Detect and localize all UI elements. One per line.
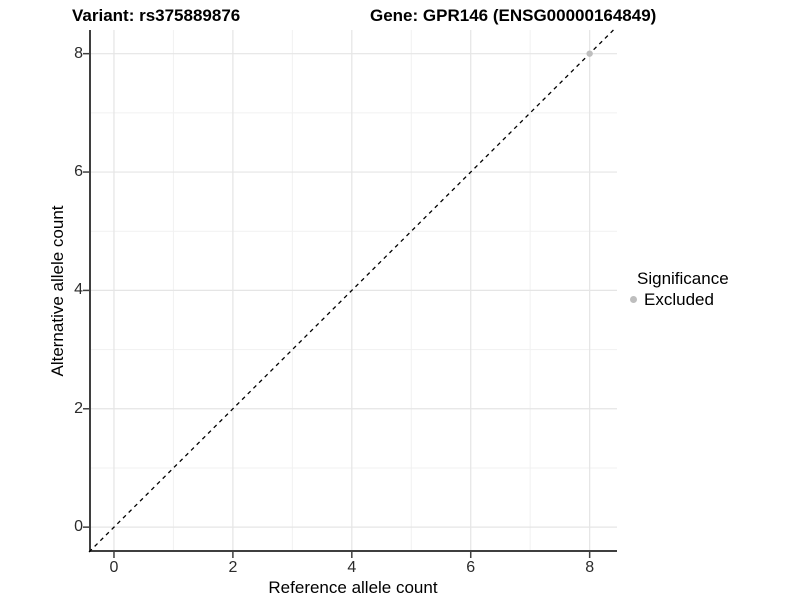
y-tick-label: 4	[74, 281, 83, 299]
x-tick-label: 4	[347, 559, 357, 576]
y-tick-label: 8	[74, 44, 83, 62]
y-axis-title: Alternative allele count	[48, 205, 67, 377]
x-tick-label: 6	[466, 559, 476, 576]
x-tick-label: 2	[228, 559, 238, 576]
x-axis-title: Reference allele count	[268, 578, 438, 597]
legend-item-excluded: Excluded	[630, 289, 729, 310]
plot-panel: 0 2 4 6 8 0 2 4 6 8 Reference allele count Alter…	[48, 29, 617, 597]
identity-dashed-line	[88, 29, 614, 553]
data-point-excluded	[586, 50, 593, 57]
y-tick-label: 6	[74, 163, 83, 181]
plot-title-variant: Variant: rs375889876	[72, 6, 241, 25]
y-tick-label: 0	[74, 518, 83, 536]
legend: Significance Excluded	[630, 268, 729, 310]
plot-title-gene: Gene: GPR146 (ENSG00000164849)	[370, 6, 657, 25]
legend-title: Significance	[637, 269, 729, 288]
x-tick-label: 0	[109, 559, 119, 576]
y-tick-label: 2	[74, 399, 83, 417]
x-tick-label: 8	[585, 559, 595, 576]
excluded-point-icon	[630, 296, 637, 303]
legend-item-label: Excluded	[644, 290, 714, 309]
plot-canvas	[83, 29, 617, 558]
